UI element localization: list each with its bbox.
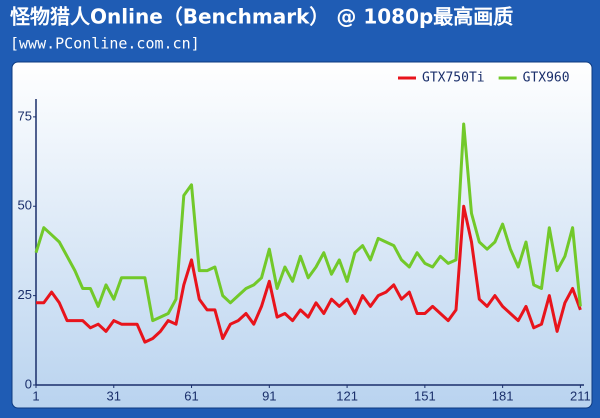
x-tick-label: 151 bbox=[414, 388, 436, 403]
x-tick-label: 211 bbox=[570, 388, 591, 403]
y-tick-label: 50 bbox=[18, 198, 32, 213]
chart-title: 怪物猎人Online（Benchmark） @ 1080p最高画质 bbox=[10, 5, 513, 29]
y-tick-label: 75 bbox=[18, 108, 32, 123]
series-line bbox=[34, 122, 582, 323]
x-tick-label: 181 bbox=[492, 388, 514, 403]
x-tick-label: 1 bbox=[32, 388, 39, 403]
legend-label: GTX750Ti bbox=[422, 71, 485, 86]
series-line bbox=[36, 204, 582, 344]
legend-label: GTX960 bbox=[523, 71, 570, 86]
x-tick-label: 121 bbox=[336, 388, 358, 403]
x-tick-label: 31 bbox=[107, 388, 121, 403]
x-tick-label: 91 bbox=[262, 388, 276, 403]
x-tick-label: 61 bbox=[184, 388, 198, 403]
y-tick-label: 25 bbox=[18, 287, 32, 302]
chart-subtitle: [www.PConline.com.cn] bbox=[10, 35, 200, 53]
y-tick-label: 0 bbox=[25, 376, 32, 391]
